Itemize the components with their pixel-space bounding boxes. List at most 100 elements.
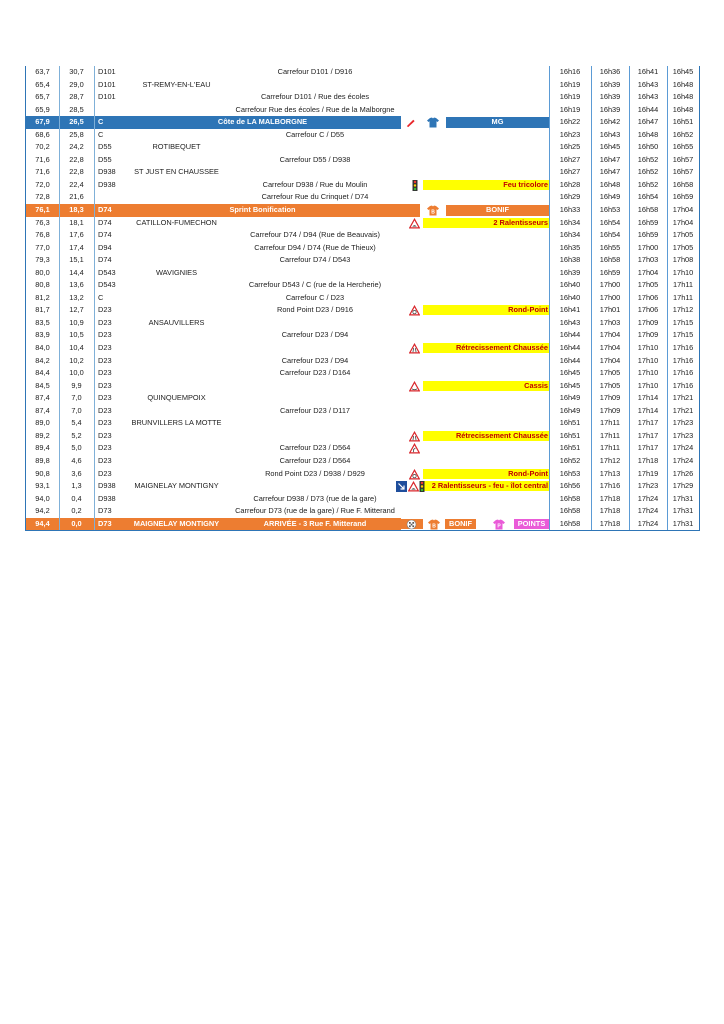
remark-cell: 2 Ralentisseurs - feu - îlot central <box>423 481 549 492</box>
time-cell: 17h14 <box>637 405 659 415</box>
time-cell: 16h58 <box>599 255 621 265</box>
time-cell: 17h17 <box>637 443 659 453</box>
time-cell: 17h09 <box>599 393 621 403</box>
description-cell: Rond Point D23 / D916 <box>276 305 353 315</box>
remaining-km-cell: 13,6 <box>69 280 84 290</box>
table-row: 77,0 17,4 D94 Carrefour D94 / D74 (Rue de T… <box>26 242 699 255</box>
description-cell: Carrefour D23 / D117 <box>279 405 351 415</box>
remaining-km-cell: 17,4 <box>69 242 84 252</box>
time-cell: 16h58 <box>559 518 581 528</box>
time-cell: 17h10 <box>637 355 659 365</box>
road-cell: D23 <box>98 305 112 315</box>
table-row: 84,5 9,9 D23 Cassis 16h45 17h05 17h10 17h16 <box>26 380 699 393</box>
remaining-km-cell: 26,5 <box>69 117 84 127</box>
roundabout-sign-icon <box>408 305 421 316</box>
remaining-km-cell: 10,0 <box>69 368 84 378</box>
remaining-km-cell: 5,4 <box>71 418 82 428</box>
km-cell: 89,8 <box>35 455 50 465</box>
time-cell: 16h58 <box>672 179 694 189</box>
description-cell: Carrefour C / D55 <box>285 129 345 139</box>
remaining-km-cell: 10,9 <box>69 317 84 327</box>
road-cell: D938 <box>98 179 116 189</box>
section-title: Côte de LA MALBORGNE <box>217 117 308 127</box>
description-cell: Carrefour D938 / D73 (rue de la gare) <box>253 493 377 503</box>
traffic-light-icon <box>419 481 430 493</box>
time-cell: 16h40 <box>559 292 581 302</box>
locality-cell: ST-REMY-EN-L'EAU <box>142 79 211 89</box>
svg-text:B: B <box>431 210 435 216</box>
bonus-jersey-icon: B <box>428 519 440 530</box>
speed-bump-sign-icon <box>408 217 421 229</box>
finish-flag-icon <box>406 519 417 530</box>
svg-text:B: B <box>432 523 436 529</box>
remaining-km-cell: 9,9 <box>71 380 82 390</box>
locality-cell: MAIGNELAY MONTIGNY <box>134 481 219 491</box>
time-cell: 16h43 <box>559 317 581 327</box>
time-cell: 17h23 <box>637 481 659 491</box>
time-cell: 16h43 <box>637 79 659 89</box>
road-cell: D23 <box>98 317 112 327</box>
time-cell: 17h24 <box>637 518 659 528</box>
remaining-km-cell: 17,6 <box>69 230 84 240</box>
remaining-km-cell: 30,7 <box>69 67 84 76</box>
time-cell: 16h53 <box>599 205 621 215</box>
remaining-km-cell: 28,5 <box>69 104 84 114</box>
km-cell: 84,0 <box>35 343 50 353</box>
table-row: 76,3 18,1 D74 CATILLON-FUMECHON 2 Ralentisse… <box>26 217 699 230</box>
time-cell: 16h54 <box>637 192 659 202</box>
time-cell: 16h27 <box>559 154 581 164</box>
time-cell: 16h52 <box>672 129 694 139</box>
locality-cell <box>124 279 229 292</box>
road-cell: D23 <box>98 468 112 478</box>
time-cell: 17h06 <box>637 292 659 302</box>
table-row: 67,9 26,5 C Côte de LA MALBORGNE MG 16h22 16h4… <box>26 116 699 129</box>
remaining-km-cell: 0,0 <box>71 518 82 528</box>
table-row: 87,4 7,0 D23 QUINQUEMPOIX 16h49 17h09 17h14 17h… <box>26 392 699 405</box>
remaining-km-cell: 5,2 <box>71 430 82 440</box>
roadbook-table: 63,7 30,7 D101 Carrefour D101 / D916 16h16 16… <box>25 66 700 532</box>
locality-cell <box>124 442 229 455</box>
remaining-km-cell: 28,7 <box>69 92 84 102</box>
points-badge: POINTS <box>514 518 549 530</box>
road-cell: D55 <box>98 142 112 152</box>
remaining-km-cell: 22,4 <box>69 179 84 189</box>
remaining-km-cell: 21,6 <box>69 192 84 202</box>
table-row: 80,0 14,4 D543 WAVIGNIES 16h39 16h59 17h04 17h1… <box>26 267 699 280</box>
table-row: 81,2 13,2 C Carrefour C / D23 16h40 17h00 17h0… <box>26 292 699 305</box>
remaining-km-cell: 4,6 <box>71 455 82 465</box>
time-cell: 16h41 <box>637 67 659 76</box>
locality-cell: BRUNVILLERS LA MOTTE <box>131 418 222 428</box>
km-cell: 93,1 <box>35 481 50 491</box>
locality-cell <box>124 191 229 204</box>
km-cell: 80,0 <box>35 267 50 277</box>
time-cell: 16h52 <box>637 167 659 177</box>
remark-cell: Cassis <box>423 380 549 391</box>
description-cell <box>229 342 401 355</box>
time-cell: 16h44 <box>559 343 581 353</box>
time-cell: 17h17 <box>637 430 659 440</box>
description-cell <box>229 217 401 230</box>
time-cell: 17h18 <box>599 506 621 516</box>
time-cell: 17h11 <box>599 418 620 428</box>
km-cell: 87,4 <box>35 393 50 403</box>
description-cell <box>229 79 401 92</box>
time-cell: 16h33 <box>559 205 581 215</box>
row-highlight-band <box>26 204 420 217</box>
direction-sign-icon <box>396 481 407 493</box>
remaining-km-cell: 12,7 <box>69 305 84 315</box>
remaining-km-cell: 13,2 <box>69 292 84 302</box>
time-cell: 17h11 <box>599 430 620 440</box>
road-cell: D23 <box>98 393 112 403</box>
remaining-km-cell: 24,2 <box>69 142 84 152</box>
time-cell: 16h53 <box>559 468 581 478</box>
description-cell: Carrefour D543 / C (rue de la Hercherie) <box>248 280 382 290</box>
description-cell: Carrefour D101 / Rue des écoles <box>260 92 370 102</box>
km-cell: 63,7 <box>35 67 50 76</box>
km-cell: 72,0 <box>35 179 50 189</box>
time-cell: 17h05 <box>672 242 694 252</box>
time-cell: 16h41 <box>559 305 581 315</box>
time-cell: 16h51 <box>559 443 581 453</box>
time-cell: 16h39 <box>599 79 621 89</box>
table-row: 71,6 22,8 D938 ST JUST EN CHAUSSEE 16h27 16h4… <box>26 166 699 179</box>
time-cell: 17h08 <box>672 255 694 265</box>
